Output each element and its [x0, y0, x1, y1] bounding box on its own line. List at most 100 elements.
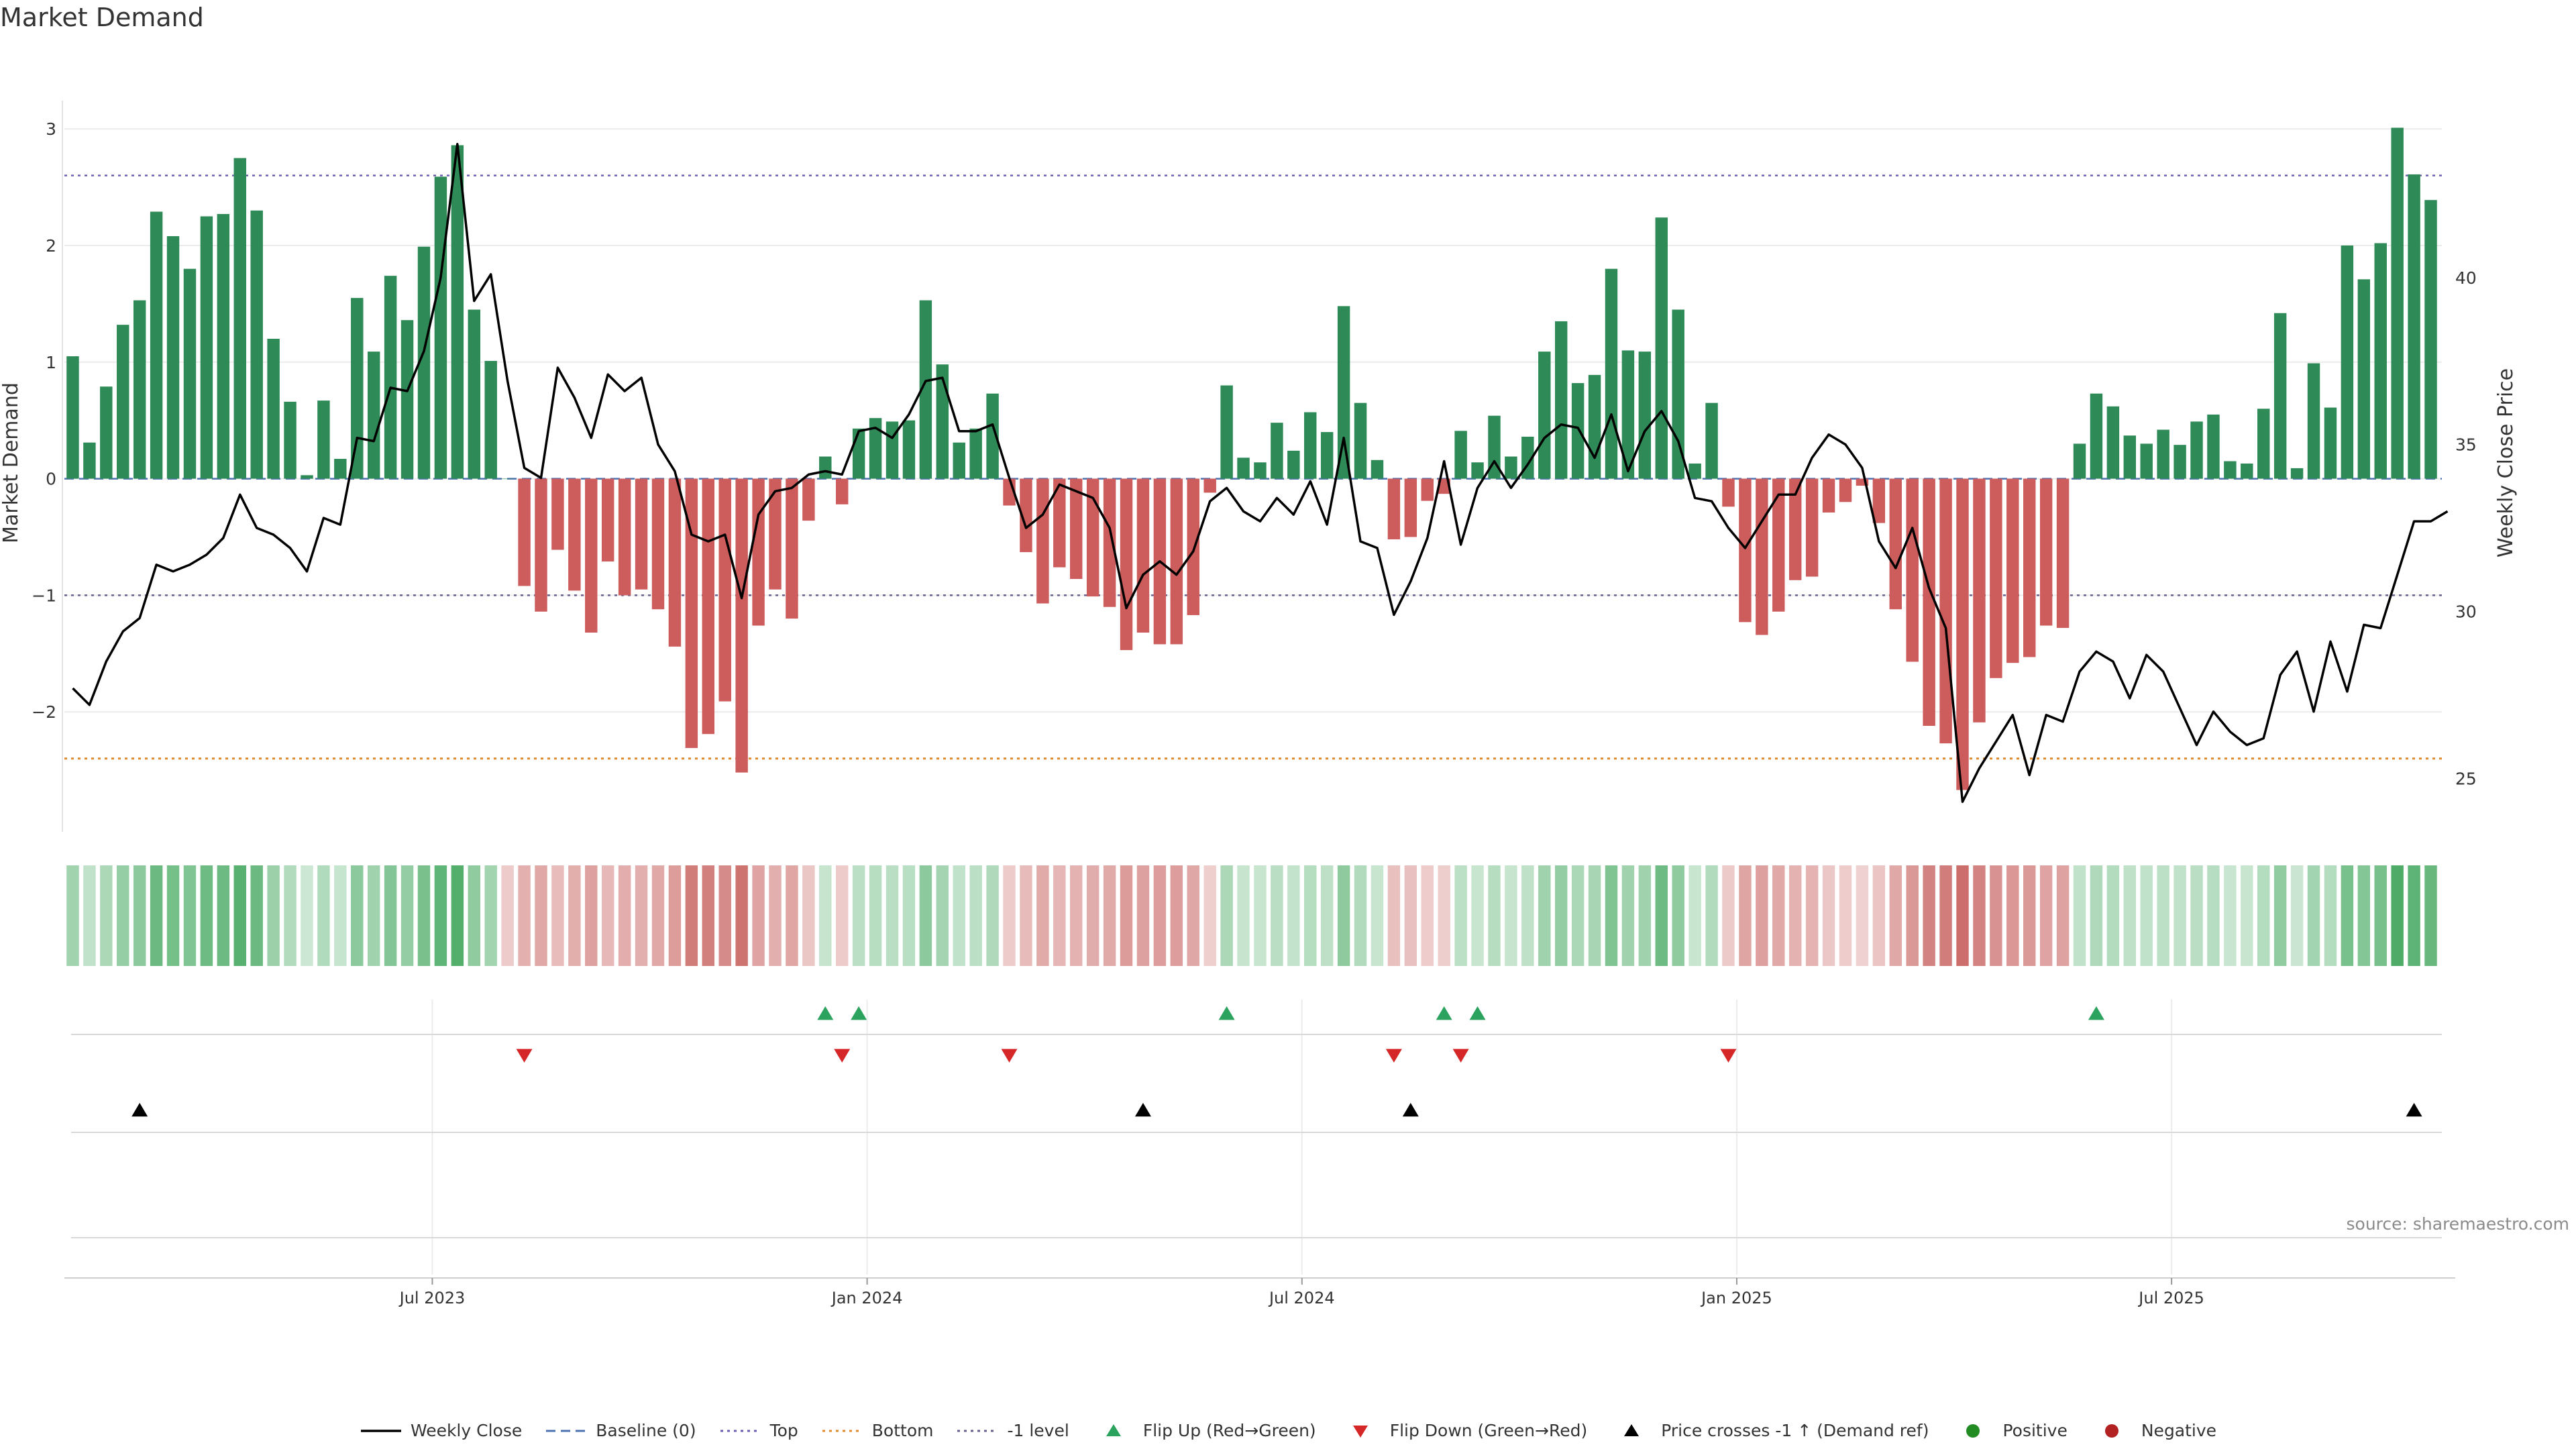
demand-bar [1939, 478, 1952, 744]
heat-cell [1772, 865, 1785, 966]
heat-cell [869, 865, 882, 966]
flip-up-marker [851, 1006, 867, 1020]
heat-cell [1605, 865, 1618, 966]
heat-cell [2224, 865, 2237, 966]
flip-up-marker [1469, 1006, 1486, 1020]
heat-cell [1220, 865, 1233, 966]
demand-bar [718, 478, 731, 702]
demand-bar [2039, 478, 2053, 626]
demand-bar [250, 210, 263, 479]
demand-bar [367, 352, 380, 479]
price-cross-marker [1402, 1103, 1419, 1117]
heat-cell [1739, 865, 1752, 966]
flip-down-marker [1385, 1049, 1402, 1063]
heat-cell [735, 865, 748, 966]
legend-item: Weekly Close [360, 1421, 522, 1440]
price-line [72, 142, 2449, 803]
y-axis-label: Market Demand [0, 382, 23, 543]
heat-cell [1387, 865, 1401, 966]
heat-cell [1722, 865, 1735, 966]
demand-bar [1923, 478, 1935, 727]
heat-cell [484, 865, 497, 966]
demand-bar [852, 428, 865, 479]
heat-cell [668, 865, 682, 966]
heat-cell [752, 865, 765, 966]
heat-cell [384, 865, 397, 966]
heat-cell [2257, 865, 2270, 966]
demand-bar [150, 211, 163, 479]
demand-bar [183, 268, 197, 479]
demand-bar [2341, 245, 2354, 479]
heat-cell [651, 865, 665, 966]
demand-bar [1605, 268, 1618, 479]
demand-bar [1371, 460, 1384, 479]
heat-cell [1939, 865, 1952, 966]
heat-cell [317, 865, 330, 966]
flip-up-marker [817, 1006, 834, 1020]
heat-cell [2290, 865, 2304, 966]
demand-bar [535, 478, 547, 612]
demand-bar [1505, 456, 1517, 479]
demand-bar [618, 478, 631, 596]
demand-bar [1655, 217, 1668, 479]
demand-bar [217, 214, 230, 479]
heat-cell [133, 865, 146, 966]
legend-swatch [720, 1430, 761, 1432]
demand-bar [1538, 352, 1551, 479]
x-tick-label: Jan 2024 [830, 1289, 903, 1307]
heat-cell [535, 865, 547, 966]
demand-bar [685, 478, 698, 749]
legend-item: Price crosses -1 ↑ (Demand ref) [1610, 1421, 1929, 1440]
demand-bar [1756, 478, 1768, 635]
heat-cell [367, 865, 380, 966]
heat-cell [1889, 865, 1902, 966]
demand-bar [83, 442, 96, 479]
demand-bar [501, 478, 514, 480]
legend-label: Positive [2002, 1421, 2068, 1440]
demand-bar [2257, 409, 2270, 479]
heat-cell [2241, 865, 2253, 966]
y-tick-label: 3 [46, 119, 56, 139]
heat-cell [2123, 865, 2137, 966]
heat-cell [1020, 865, 1032, 966]
heat-cell [969, 865, 982, 966]
y-tick-label: −2 [32, 702, 56, 722]
demand-bar [1387, 478, 1401, 539]
legend-label: Price crosses -1 ↑ (Demand ref) [1661, 1421, 1929, 1440]
flip-down-marker [1720, 1049, 1737, 1063]
heat-cell [986, 865, 999, 966]
heat-cell [2324, 865, 2337, 966]
heat-cell [117, 865, 129, 966]
demand-bar [1554, 321, 1568, 479]
heat-cell [83, 865, 96, 966]
legend-label: Negative [2141, 1421, 2217, 1440]
demand-bar [1805, 478, 1819, 577]
demand-bar [1788, 478, 1802, 580]
demand-bar [735, 478, 748, 773]
heat-cell [417, 865, 431, 966]
heat-cell [2190, 865, 2203, 966]
demand-bar [2273, 313, 2287, 479]
demand-bar [468, 309, 480, 479]
heat-cell [1923, 865, 1935, 966]
demand-bar [301, 475, 313, 479]
heat-cell [1990, 865, 2002, 966]
demand-bar [651, 478, 665, 610]
legend-swatch [1106, 1424, 1121, 1436]
demand-bar [2224, 461, 2237, 479]
heat-cell [685, 865, 698, 966]
heat-cell [601, 865, 614, 966]
heat-cell [2039, 865, 2053, 966]
legend-swatch [546, 1430, 587, 1432]
y2-tick-label: 30 [2455, 602, 2477, 621]
demand-bar [568, 478, 581, 591]
heat-cell [1521, 865, 1534, 966]
legend-item: Baseline (0) [545, 1421, 696, 1440]
heat-cell [1822, 865, 1835, 966]
heat-cell [2056, 865, 2070, 966]
demand-bar [2090, 393, 2103, 479]
heat-cell [200, 865, 213, 966]
demand-bar [902, 420, 916, 479]
heat-cell [1906, 865, 1919, 966]
heat-cell [1404, 865, 1417, 966]
